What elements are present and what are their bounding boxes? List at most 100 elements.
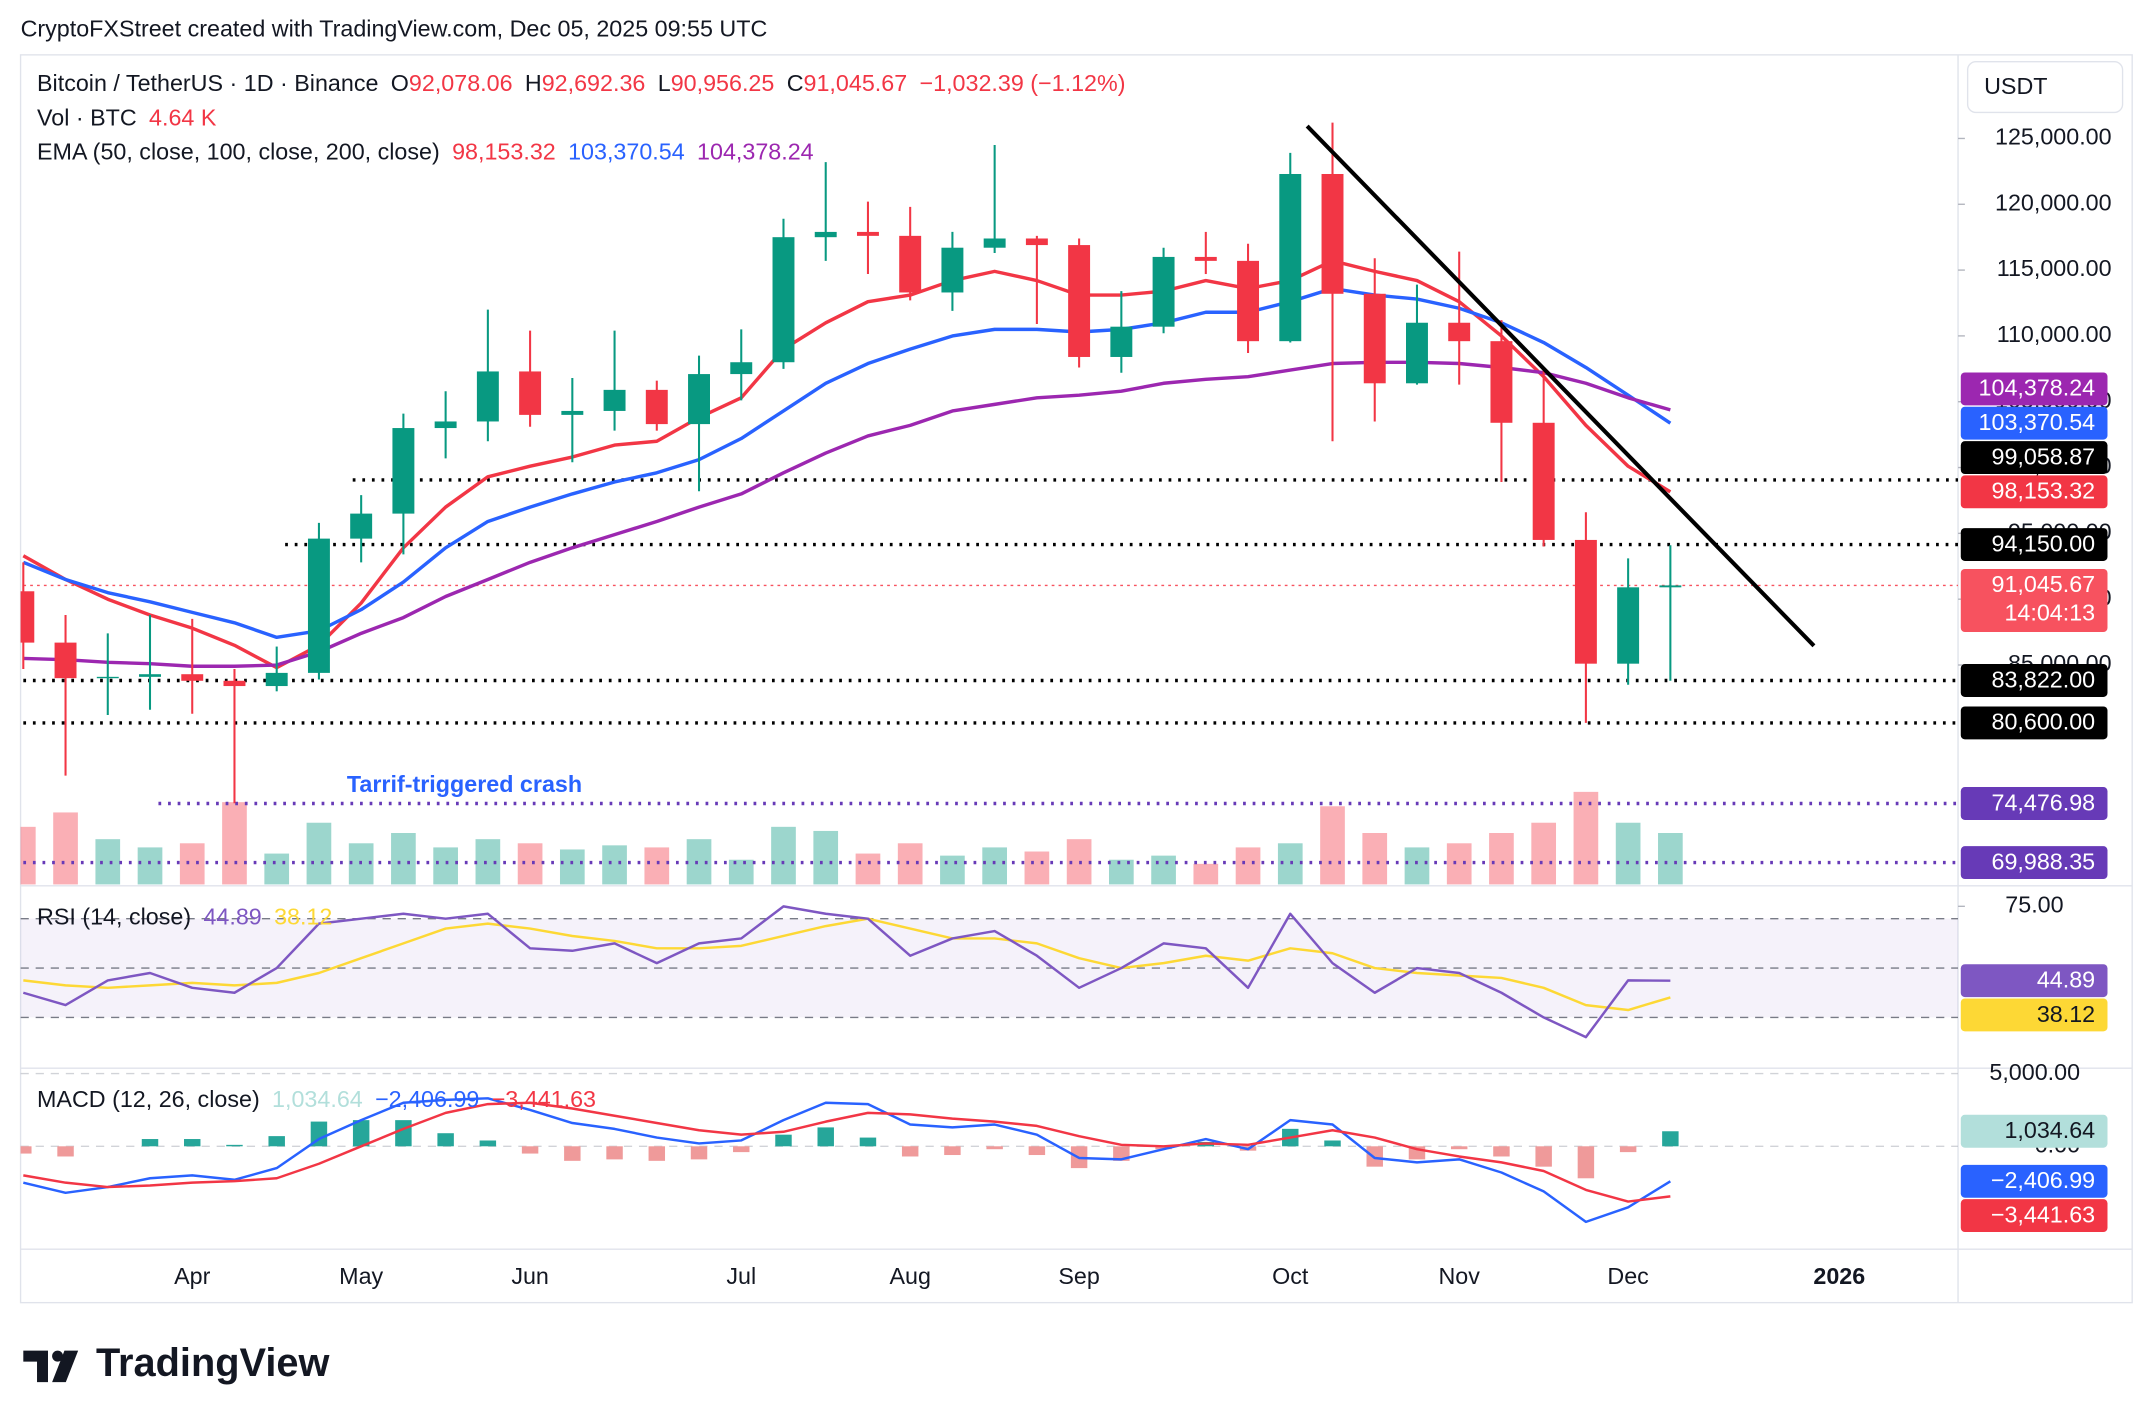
legend-item: 90,956.25	[671, 70, 775, 96]
candle-body	[1490, 341, 1513, 423]
y-tick-label: 120,000.00	[1995, 189, 2112, 215]
ema-line	[22, 259, 1672, 670]
footer-logo	[23, 1350, 79, 1383]
plot-area	[20, 122, 1959, 1224]
candle-body	[941, 247, 964, 293]
macd-histogram	[57, 1146, 74, 1157]
price-tag-label: 80,600.00	[1991, 709, 2095, 735]
currency-box[interactable]	[1966, 61, 2124, 114]
candle-body	[1068, 245, 1091, 357]
macd-histogram	[1155, 1146, 1172, 1150]
volume-bar	[1024, 851, 1050, 885]
header-credit: CryptoFXStreet created with TradingView.…	[21, 15, 768, 41]
logo-mark	[52, 1350, 64, 1362]
price-tag-label: 91,045.67	[1991, 571, 2095, 597]
macd-histogram	[479, 1140, 497, 1147]
volume-bar	[686, 839, 712, 885]
candle-body	[1617, 587, 1640, 664]
macd-histogram	[226, 1144, 243, 1147]
volume-bar	[855, 853, 881, 885]
volume-bar	[982, 847, 1007, 885]
candle-body	[392, 428, 415, 514]
candle-body	[856, 231, 879, 236]
price-tag	[1960, 787, 2108, 820]
x-tick-label: Oct	[1272, 1263, 1309, 1289]
price-tag-label: −2,406.99	[1991, 1167, 2095, 1193]
candle-body	[1279, 173, 1302, 342]
volume-bar	[1362, 833, 1388, 885]
price-tag-countdown: 14:04:13	[2004, 599, 2095, 625]
volume-bar	[20, 826, 36, 885]
volume-bar	[306, 822, 332, 885]
volume-bar	[813, 830, 839, 885]
price-tag-label: 103,370.54	[1979, 409, 2096, 435]
volume-bar	[559, 849, 585, 885]
price-tag	[1960, 998, 2108, 1032]
legend-item: 38.12	[274, 904, 332, 930]
x-tick-label: Nov	[1438, 1263, 1480, 1289]
legend-item: 92,078.06	[409, 70, 513, 96]
price-tag	[1960, 964, 2108, 998]
candle-body	[96, 676, 119, 679]
volume-bar	[1109, 859, 1134, 885]
candle-body	[1406, 322, 1428, 384]
price-tag-label: 74,476.98	[1991, 789, 2095, 815]
legend-item: 98,153.32	[452, 139, 556, 165]
volume-bar	[602, 845, 627, 885]
legend-item: Bitcoin / TetherUS · 1D · Binance	[37, 70, 378, 96]
macd-line	[23, 1101, 1671, 1203]
macd-histogram	[395, 1120, 412, 1147]
x-tick-label: 2026	[1813, 1263, 1865, 1289]
volume-bar	[728, 859, 754, 885]
legend-item: 91,045.67	[804, 70, 908, 96]
volume-bar	[517, 843, 543, 885]
candle-body	[223, 680, 246, 687]
macd-line	[23, 1097, 1672, 1224]
price-tag	[1960, 475, 2108, 509]
volume-bar	[1151, 855, 1176, 885]
candle-body	[1363, 293, 1386, 384]
candle-body	[181, 674, 204, 681]
macd-histogram	[521, 1146, 539, 1154]
candle-body	[519, 371, 542, 415]
macd-histogram	[1662, 1131, 1679, 1147]
macd-histogram	[564, 1146, 581, 1161]
volume-bar	[179, 843, 205, 885]
price-tag-label: −3,441.63	[1991, 1201, 2095, 1227]
candle-body	[1152, 256, 1175, 327]
legend-item: L	[658, 70, 671, 96]
x-tick-label: Jul	[726, 1263, 756, 1289]
legend: Vol · BTC 4.64 K	[37, 104, 217, 130]
price-tag	[1960, 846, 2108, 880]
macd-histogram	[606, 1146, 623, 1160]
candle-body	[265, 672, 288, 687]
legend-item: −2,406.99	[375, 1086, 479, 1112]
legend-item: 4.64 K	[149, 104, 217, 130]
macd-histogram	[1450, 1146, 1468, 1150]
legend: EMA (50, close, 100, close, 200, close) 9…	[37, 139, 814, 165]
macd-histogram	[1619, 1146, 1637, 1153]
macd-histogram	[901, 1146, 919, 1157]
macd-histogram	[690, 1146, 708, 1160]
price-tag-label: 99,058.87	[1991, 443, 2095, 469]
currency: USDT	[1984, 73, 2047, 99]
annotation: Tarrif-triggered crash	[347, 771, 582, 797]
macd-histogram	[352, 1120, 370, 1147]
macd-histogram	[1535, 1146, 1552, 1167]
volume-bar	[1193, 863, 1219, 885]
volume-bar	[771, 826, 796, 885]
volume-bar	[1404, 847, 1430, 885]
x-tick-label: Jun	[511, 1263, 549, 1289]
legend-item: C	[787, 70, 804, 96]
macd-histogram	[775, 1134, 792, 1147]
macd-histogram	[859, 1137, 877, 1147]
x-tick-label: Dec	[1607, 1263, 1649, 1289]
volume-bar	[940, 855, 965, 885]
legend: MACD (12, 26, close) 1,034.64 −2,406.99 −3,…	[37, 1086, 596, 1112]
macd-histogram	[1324, 1140, 1341, 1147]
volume-bar	[1446, 843, 1472, 885]
macd-histogram	[268, 1136, 285, 1147]
legend-item: −1,032.39 (−1.12%)	[920, 70, 1126, 96]
logo-mark	[52, 1350, 79, 1383]
volume-bar	[897, 843, 923, 885]
